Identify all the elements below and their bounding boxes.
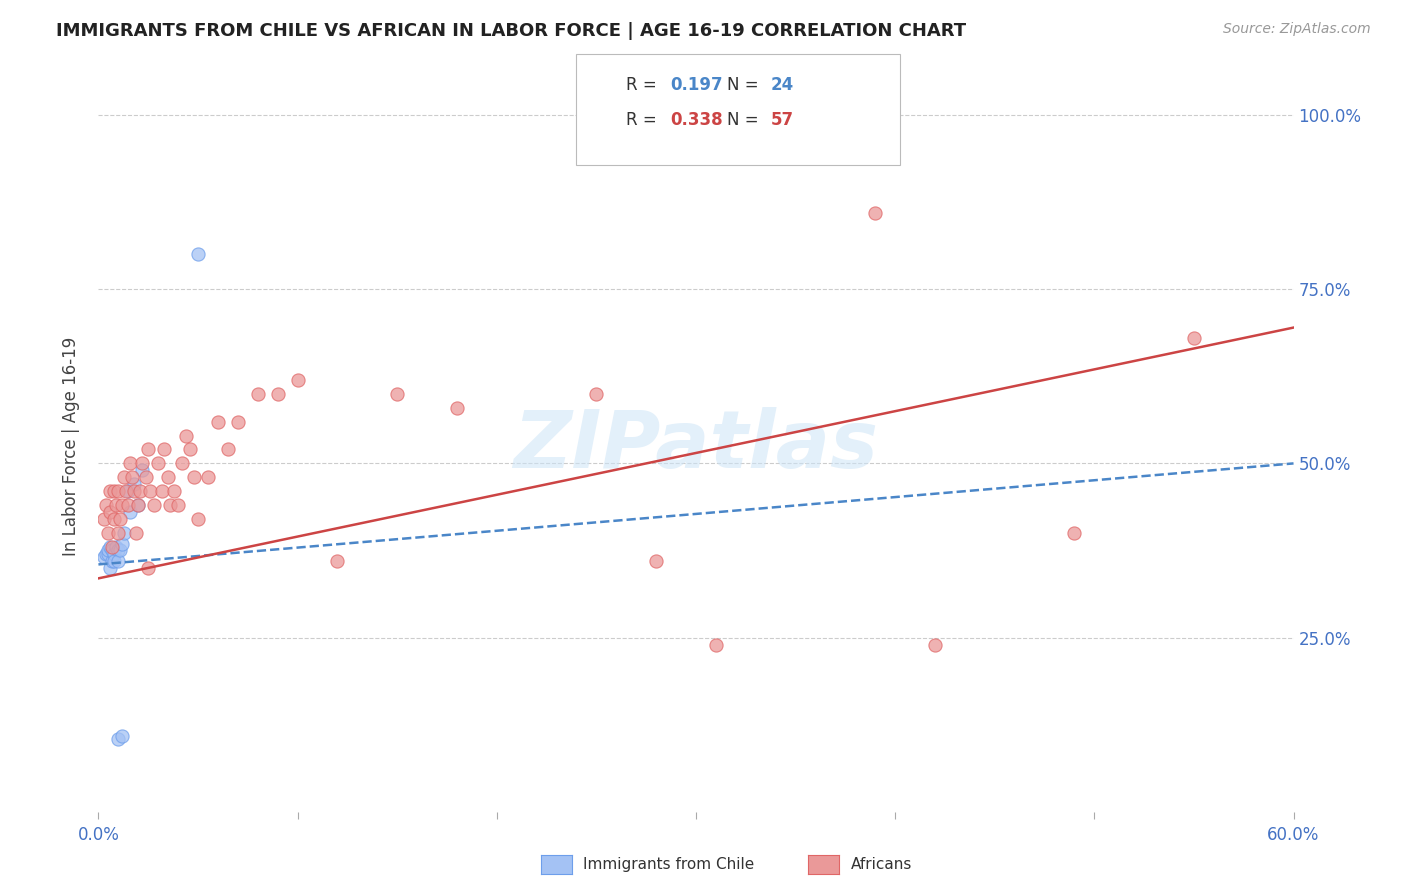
Text: R =: R = — [626, 112, 662, 129]
Point — [103, 554, 125, 568]
Point — [103, 484, 125, 499]
Point — [107, 526, 129, 541]
Point — [267, 386, 290, 401]
Point — [93, 512, 115, 526]
Point — [97, 526, 120, 541]
Point — [111, 498, 134, 512]
Point — [97, 543, 120, 558]
Point — [107, 543, 129, 558]
Text: Source: ZipAtlas.com: Source: ZipAtlas.com — [1223, 22, 1371, 37]
Point — [207, 415, 229, 429]
Point — [100, 561, 122, 575]
Text: Immigrants from Chile: Immigrants from Chile — [583, 857, 755, 871]
Point — [124, 484, 146, 499]
Point — [136, 442, 159, 457]
Point — [127, 498, 149, 512]
Point — [131, 463, 153, 477]
Point — [100, 505, 122, 519]
Point — [111, 536, 134, 550]
Text: 24: 24 — [770, 76, 794, 94]
Point — [187, 512, 209, 526]
Text: ZIPatlas: ZIPatlas — [513, 407, 879, 485]
Point — [105, 540, 128, 554]
Point — [120, 457, 142, 471]
Point — [110, 512, 132, 526]
Point — [107, 554, 129, 568]
Text: Africans: Africans — [851, 857, 912, 871]
Point — [112, 526, 135, 541]
Point — [121, 470, 143, 484]
Point — [96, 547, 118, 561]
Point — [187, 247, 209, 261]
Point — [110, 543, 132, 558]
Text: 0.338: 0.338 — [671, 112, 723, 129]
Point — [101, 543, 124, 558]
Point — [924, 638, 946, 652]
Point — [93, 550, 115, 565]
Point — [97, 547, 120, 561]
Point — [96, 498, 118, 512]
Point — [111, 730, 134, 744]
Point — [101, 554, 124, 568]
Point — [101, 540, 124, 554]
Point — [163, 484, 186, 499]
Point — [112, 470, 135, 484]
Point — [150, 484, 173, 499]
Point — [585, 386, 607, 401]
Point — [159, 498, 181, 512]
Point — [179, 442, 201, 457]
Point — [226, 415, 249, 429]
Point — [129, 484, 152, 499]
Point — [246, 386, 269, 401]
Point — [157, 470, 180, 484]
Point — [107, 484, 129, 499]
Point — [153, 442, 176, 457]
Point — [105, 498, 128, 512]
Point — [645, 554, 668, 568]
Point — [385, 386, 409, 401]
Point — [107, 731, 129, 746]
Point — [103, 547, 125, 561]
Point — [863, 205, 887, 219]
Point — [115, 484, 138, 499]
Point — [287, 373, 309, 387]
Point — [704, 638, 727, 652]
Point — [172, 457, 194, 471]
Point — [183, 470, 205, 484]
Point — [217, 442, 239, 457]
Point — [117, 498, 139, 512]
Point — [174, 428, 197, 442]
Point — [326, 554, 349, 568]
Text: 57: 57 — [770, 112, 793, 129]
Point — [136, 561, 159, 575]
Point — [1182, 331, 1205, 345]
Point — [139, 484, 162, 499]
Text: N =: N = — [727, 112, 763, 129]
Text: 0.197: 0.197 — [671, 76, 723, 94]
Point — [103, 512, 125, 526]
Point — [197, 470, 219, 484]
Point — [143, 498, 166, 512]
Point — [135, 470, 157, 484]
Point — [117, 484, 139, 499]
Text: R =: R = — [626, 76, 662, 94]
Point — [120, 505, 142, 519]
Point — [125, 526, 148, 541]
Point — [127, 498, 149, 512]
Point — [446, 401, 468, 415]
Text: N =: N = — [727, 76, 763, 94]
Y-axis label: In Labor Force | Age 16-19: In Labor Force | Age 16-19 — [62, 336, 80, 556]
Point — [167, 498, 190, 512]
Point — [1063, 526, 1085, 541]
Point — [131, 457, 153, 471]
Text: IMMIGRANTS FROM CHILE VS AFRICAN IN LABOR FORCE | AGE 16-19 CORRELATION CHART: IMMIGRANTS FROM CHILE VS AFRICAN IN LABO… — [56, 22, 966, 40]
Point — [100, 484, 122, 499]
Point — [148, 457, 170, 471]
Point — [124, 477, 146, 491]
Point — [100, 540, 122, 554]
